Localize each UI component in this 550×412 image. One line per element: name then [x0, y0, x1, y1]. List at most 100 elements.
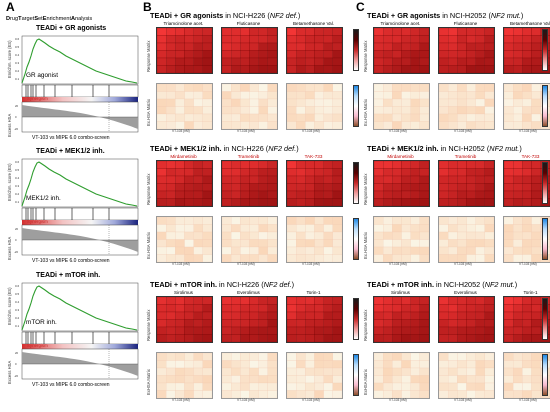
matrix-xlabel: VT-103 (nM) [237, 129, 255, 133]
row-label-response: Response Matrix [146, 40, 151, 72]
matrix-xlabel: VT-103 (nM) [519, 262, 537, 266]
panel-letter-a: A [6, 0, 15, 14]
exhsa-matrix [221, 216, 278, 263]
matrix-xlabel: VT-103 (nM) [237, 398, 255, 402]
response-matrix [373, 27, 430, 74]
section-title: TEADi + GR agonists in NCI-H2052 (NF2 mu… [367, 11, 523, 20]
title-close-paren: ) [519, 144, 522, 153]
matrix-xlabel: VT-103 (nM) [389, 262, 407, 266]
svg-text:-20: -20 [14, 127, 18, 131]
drug-label: Betamethasone Val. [292, 21, 335, 26]
section-title: TEADi + mTOR inh. in NCI-H2052 (NF2 mut.… [367, 280, 517, 289]
title-main: TEADi + GR agonists [150, 11, 224, 20]
svg-text:0.1: 0.1 [15, 77, 20, 81]
exhsa-matrix [438, 352, 495, 399]
drug-label: Fluticasone [453, 21, 478, 26]
svg-text:-20: -20 [14, 374, 18, 378]
drug-label: Sirolimus [391, 290, 410, 295]
row-label-response: Response Matrix [363, 173, 368, 205]
drug-label: Trametinib [454, 154, 477, 159]
title-suffix: inh. [208, 144, 222, 153]
gene-set-label: GR agonist [26, 72, 58, 79]
response-matrix [373, 296, 430, 343]
title-cell: in NCI-H226 ( [219, 280, 264, 289]
svg-text:0.5: 0.5 [15, 168, 20, 172]
exhsa-colorbar [353, 85, 359, 127]
gsea-curve-chart: 0.6 0.5 0.4 0.3 0.2 0.1 [14, 35, 139, 133]
synergism-label: Synergism [27, 219, 48, 224]
gene-set-label: mTOR inh. [26, 319, 57, 326]
enrichment-curve [21, 38, 138, 84]
row-label-response: Response Matrix [363, 40, 368, 72]
gsea-ylabel-top: Enrichm. score (ES) [7, 40, 12, 78]
svg-text:0: 0 [15, 362, 17, 366]
svg-text:0.3: 0.3 [15, 184, 20, 188]
svg-text:0: 0 [15, 238, 17, 242]
response-matrix [221, 160, 278, 207]
exhsa-matrix [373, 352, 430, 399]
svg-text:20: 20 [15, 104, 19, 108]
svg-text:0: 0 [15, 115, 17, 119]
drug-label: Triamcinolone acet. [380, 21, 421, 26]
exhsa-colorbar [542, 218, 548, 260]
section-title: TEADi + GR agonists in NCI-H226 (NF2 def… [150, 11, 300, 20]
gsea-xlabel: VT-103 vs MIPE 6.0 combo-screen [32, 258, 110, 264]
svg-text:0.4: 0.4 [15, 300, 20, 304]
title-close-paren: ) [297, 11, 301, 20]
exhsa-matrix [156, 83, 213, 130]
matrix-xlabel: VT-103 (nM) [172, 262, 190, 266]
title-gene: NF2 mut. [490, 11, 521, 20]
response-colorbar [542, 298, 548, 340]
matrix-xlabel: VT-103 (nM) [519, 129, 537, 133]
section-title: TEADi + mTOR inh. in NCI-H226 (NF2 def.) [150, 280, 294, 289]
response-matrix [221, 27, 278, 74]
exhsa-matrix [286, 216, 343, 263]
title-main: TEADi + mTOR [150, 280, 202, 289]
drug-label: TAK-733 [521, 154, 540, 159]
gsea-plot: TEADi + GR agonists Enrichm. score (ES) … [0, 25, 140, 145]
drug-label: Everolimus [237, 290, 260, 295]
gene-set-label: MEK1/2 inh. [26, 195, 61, 202]
title-main: TEADi + MEK1/2 [367, 144, 424, 153]
gsea-curve-chart: 0.6 0.5 0.4 0.3 0.2 0.1 [14, 158, 139, 256]
response-matrix [438, 296, 495, 343]
title-main: TEADi + GR agonists [367, 11, 441, 20]
matrix-xlabel: VT-103 (nM) [237, 262, 255, 266]
row-label-response: Response Matrix [146, 309, 151, 341]
title-close-paren: ) [296, 144, 299, 153]
exhsa-matrix [286, 352, 343, 399]
gsea-xlabel: VT-103 vs MIPE 6.0 combo-screen [32, 382, 110, 388]
drug-label: Triamcinolone acet. [163, 21, 204, 26]
exhsa-matrix [156, 216, 213, 263]
drug-label: Everolimus [454, 290, 477, 295]
gsea-title: TEADi + MEK1/2 inh. [36, 148, 105, 155]
matrix-xlabel: VT-103 (nM) [389, 398, 407, 402]
matrix-xlabel: VT-103 (nM) [519, 398, 537, 402]
title-close-paren: ) [291, 280, 295, 289]
svg-text:0.5: 0.5 [15, 45, 20, 49]
title-gene: NF2 mut. [489, 144, 520, 153]
hit-bars [25, 85, 110, 97]
drug-label: Trametinib [237, 154, 260, 159]
svg-text:0.5: 0.5 [15, 292, 20, 296]
svg-text:-20: -20 [14, 250, 18, 254]
drug-label: Mirdametinib [387, 154, 414, 159]
section-title: TEADi + MEK1/2 inh. in NCI-H226 (NF2 def… [150, 144, 299, 153]
gsea-ylabel-bottom: Excess HSA [7, 236, 12, 260]
title-close-paren: ) [514, 280, 518, 289]
matrix-xlabel: VT-103 (nM) [172, 129, 190, 133]
row-label-response: Response Matrix [146, 173, 151, 205]
row-label-exhsa: Ex.HSA Matrix [363, 232, 368, 259]
response-colorbar [542, 29, 548, 71]
svg-text:0.2: 0.2 [15, 69, 20, 73]
matrix-xlabel: VT-103 (nM) [454, 129, 472, 133]
title-cell: in NCI-H226 ( [225, 11, 270, 20]
svg-text:0.6: 0.6 [15, 37, 20, 41]
response-colorbar [542, 162, 548, 204]
matrix-xlabel: VT-103 (nM) [172, 398, 190, 402]
gsea-ylabel-bottom: Excess HSA [7, 113, 12, 137]
drug-label: TAK-733 [304, 154, 323, 159]
response-matrix [286, 27, 343, 74]
matrix-xlabel: VT-103 (nM) [302, 262, 320, 266]
title-suffix: inh. [204, 280, 217, 289]
